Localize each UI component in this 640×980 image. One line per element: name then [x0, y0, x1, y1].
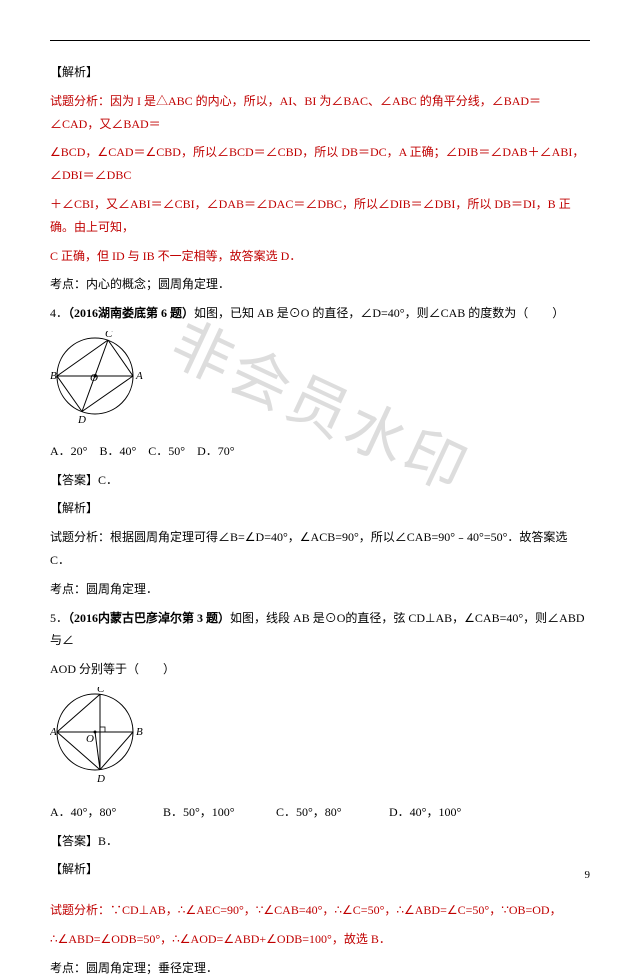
q5-optC: C．50°，80° — [276, 801, 386, 824]
q5-optA: A．40°，80° — [50, 801, 160, 824]
q5-jiexi-label: 【解析】 — [50, 858, 590, 881]
q4-rest: 如图，已知 AB 是⊙O 的直径，∠D=40°，则∠CAB 的度数为（ ） — [194, 306, 564, 320]
q5-kaodian: 考点：圆周角定理；垂径定理． — [50, 957, 590, 980]
q5-figure: O A B C D — [50, 687, 590, 795]
q4-analysis-text: 根据圆周角定理可得∠B=∠D=40°，∠ACB=90°，所以∠CAB=90°﹣4… — [50, 530, 567, 567]
top-rule — [50, 40, 590, 41]
q4-answer-label: 【答案】 — [50, 473, 98, 487]
svg-text:D: D — [96, 773, 105, 785]
q5-options: A．40°，80° B．50°，100° C．50°，80° D．40°，100… — [50, 801, 590, 824]
q5-num: 5． — [50, 611, 68, 625]
svg-text:C: C — [97, 687, 105, 695]
q5-optD: D．40°，100° — [389, 801, 499, 824]
jiexi-label-1: 【解析】 — [50, 61, 590, 84]
q5-answer: 【答案】B． — [50, 830, 590, 853]
q5-source: （2016内蒙古巴彦淖尔第 3 题） — [68, 611, 230, 625]
q4-answer-val: C． — [98, 473, 118, 487]
q5-optB: B．50°，100° — [163, 801, 273, 824]
analysis-1-line2: ∠BCD，∠CAD＝∠CBD，所以∠BCD＝∠CBD，所以 DB＝DC，A 正确… — [50, 141, 590, 187]
q4-options: A．20° B．40° C．50° D．70° — [50, 440, 590, 463]
svg-text:D: D — [77, 414, 86, 426]
kaodian-1: 考点：内心的概念；圆周角定理． — [50, 273, 590, 296]
q4-jiexi-label: 【解析】 — [50, 497, 590, 520]
page-number: 9 — [585, 865, 591, 886]
q5-analysis-text1: ∵CD⊥AB，∴∠AEC=90°，∵∠CAB=40°，∴∠C=50°，∴∠ABD… — [110, 903, 562, 917]
q4-num: 4． — [50, 306, 68, 320]
q4-stem: 4．（2016湖南娄底第 6 题）如图，已知 AB 是⊙O 的直径，∠D=40°… — [50, 302, 590, 325]
q5-answer-val: B． — [98, 834, 118, 848]
q5-stem1: 5．（2016内蒙古巴彦淖尔第 3 题）如图，线段 AB 是⊙O的直径，弦 CD… — [50, 607, 590, 653]
svg-text:A: A — [50, 726, 57, 738]
q5-answer-label: 【答案】 — [50, 834, 98, 848]
svg-text:O: O — [86, 733, 94, 745]
q5-svg: O A B C D — [50, 687, 150, 787]
svg-text:B: B — [50, 370, 57, 382]
svg-text:C: C — [105, 331, 113, 340]
q4-figure: O B A C D — [50, 331, 590, 434]
q4-kaodian: 考点：圆周角定理． — [50, 578, 590, 601]
svg-text:O: O — [90, 372, 98, 384]
svg-text:B: B — [136, 726, 143, 738]
q5-analysis-line1: 试题分析：∵CD⊥AB，∴∠AEC=90°，∵∠CAB=40°，∴∠C=50°，… — [50, 899, 590, 922]
analysis-1-line1: 试题分析：因为 I 是△ABC 的内心，所以，AI、BI 为∠BAC、∠ABC … — [50, 90, 590, 136]
q5-analysis-prefix: 试题分析： — [50, 903, 110, 917]
analysis-1-text1: 因为 I 是△ABC 的内心，所以，AI、BI 为∠BAC、∠ABC 的角平分线… — [50, 94, 541, 131]
q4-svg: O B A C D — [50, 331, 150, 426]
analysis-prefix-1: 试题分析： — [50, 94, 110, 108]
svg-text:A: A — [135, 370, 143, 382]
q4-answer: 【答案】C． — [50, 469, 590, 492]
q4-analysis-prefix: 试题分析： — [50, 530, 110, 544]
analysis-1-line3: ＋∠CBI，又∠ABI＝∠CBI，∠DAB＝∠DAC＝∠DBC，所以∠DIB＝∠… — [50, 193, 590, 239]
q5-analysis-line2: ∴∠ABD=∠ODB=50°，∴∠AOD=∠ABD+∠ODB=100°，故选 B… — [50, 928, 590, 951]
q4-analysis: 试题分析：根据圆周角定理可得∠B=∠D=40°，∠ACB=90°，所以∠CAB=… — [50, 526, 590, 572]
q5-stem2: AOD 分别等于（ ） — [50, 658, 590, 681]
q4-source: （2016湖南娄底第 6 题） — [68, 306, 194, 320]
analysis-1-line4: C 正确，但 ID 与 IB 不一定相等，故答案选 D． — [50, 245, 590, 268]
